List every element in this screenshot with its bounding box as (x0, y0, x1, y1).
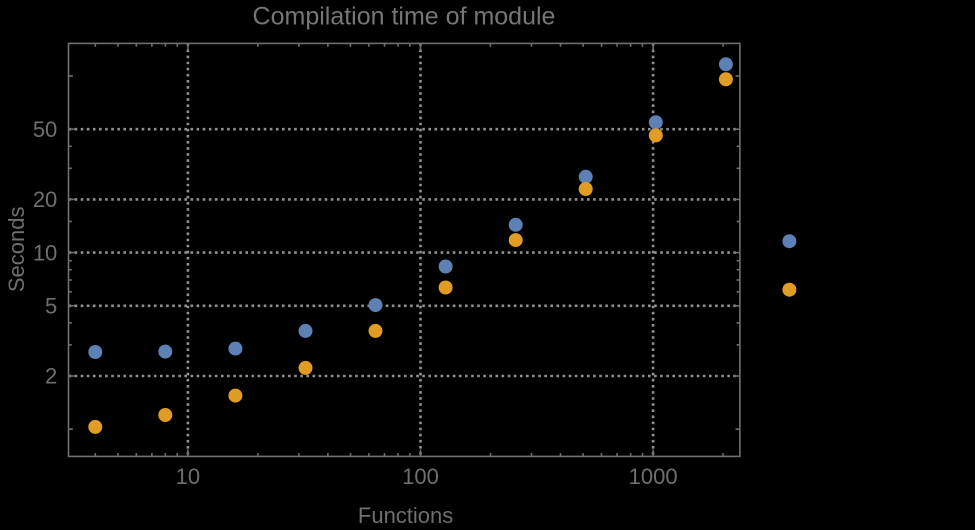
svg-text:10: 10 (33, 240, 57, 265)
svg-text:20: 20 (33, 187, 57, 212)
svg-text:Compilation time of module: Compilation time of module (253, 3, 556, 31)
svg-text:2: 2 (45, 364, 57, 389)
svg-text:Seconds: Seconds (4, 206, 29, 292)
svg-text:1000: 1000 (629, 464, 678, 489)
svg-text:100: 100 (402, 464, 439, 489)
svg-text:50: 50 (33, 117, 57, 142)
svg-text:5: 5 (45, 294, 57, 319)
svg-text:Functions: Functions (358, 503, 453, 525)
svg-text:10: 10 (176, 464, 200, 489)
